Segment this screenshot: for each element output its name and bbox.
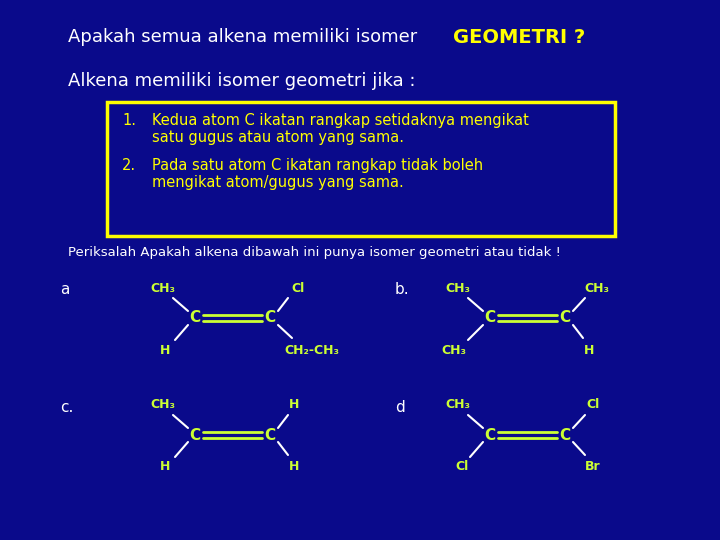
Text: CH₃: CH₃ bbox=[150, 399, 176, 411]
Text: C: C bbox=[559, 310, 570, 326]
Text: satu gugus atau atom yang sama.: satu gugus atau atom yang sama. bbox=[152, 130, 404, 145]
Text: 1.: 1. bbox=[122, 113, 136, 128]
Text: Kedua atom C ikatan rangkap setidaknya mengikat: Kedua atom C ikatan rangkap setidaknya m… bbox=[152, 113, 529, 128]
Text: C: C bbox=[189, 428, 201, 442]
Text: a: a bbox=[60, 282, 69, 297]
Text: H: H bbox=[160, 343, 170, 356]
FancyBboxPatch shape bbox=[107, 102, 615, 236]
Text: CH₃: CH₃ bbox=[585, 281, 610, 294]
Text: H: H bbox=[289, 461, 300, 474]
Text: C: C bbox=[264, 428, 276, 442]
Text: H: H bbox=[160, 461, 170, 474]
Text: C: C bbox=[485, 310, 495, 326]
Text: CH₃: CH₃ bbox=[446, 399, 470, 411]
Text: CH₃: CH₃ bbox=[446, 281, 470, 294]
Text: d: d bbox=[395, 400, 405, 415]
Text: b.: b. bbox=[395, 282, 410, 297]
Text: CH₂-CH₃: CH₂-CH₃ bbox=[284, 345, 340, 357]
Text: Apakah semua alkena memiliki isomer: Apakah semua alkena memiliki isomer bbox=[68, 28, 418, 46]
Text: H: H bbox=[584, 343, 594, 356]
Text: Cl: Cl bbox=[586, 399, 600, 411]
Text: c.: c. bbox=[60, 400, 73, 415]
Text: Pada satu atom C ikatan rangkap tidak boleh: Pada satu atom C ikatan rangkap tidak bo… bbox=[152, 158, 483, 173]
Text: Br: Br bbox=[585, 461, 600, 474]
Text: Periksalah Apakah alkena dibawah ini punya isomer geometri atau tidak !: Periksalah Apakah alkena dibawah ini pun… bbox=[68, 246, 561, 259]
Text: Cl: Cl bbox=[455, 461, 469, 474]
Text: C: C bbox=[189, 310, 201, 326]
Text: C: C bbox=[264, 310, 276, 326]
Text: H: H bbox=[289, 399, 300, 411]
Text: C: C bbox=[559, 428, 570, 442]
Text: CH₃: CH₃ bbox=[441, 343, 467, 356]
Text: Cl: Cl bbox=[292, 281, 305, 294]
Text: CH₃: CH₃ bbox=[150, 281, 176, 294]
Text: 2.: 2. bbox=[122, 158, 136, 173]
Text: C: C bbox=[485, 428, 495, 442]
Text: mengikat atom/gugus yang sama.: mengikat atom/gugus yang sama. bbox=[152, 175, 404, 190]
Text: Alkena memiliki isomer geometri jika :: Alkena memiliki isomer geometri jika : bbox=[68, 72, 415, 90]
Text: GEOMETRI ?: GEOMETRI ? bbox=[453, 28, 585, 47]
